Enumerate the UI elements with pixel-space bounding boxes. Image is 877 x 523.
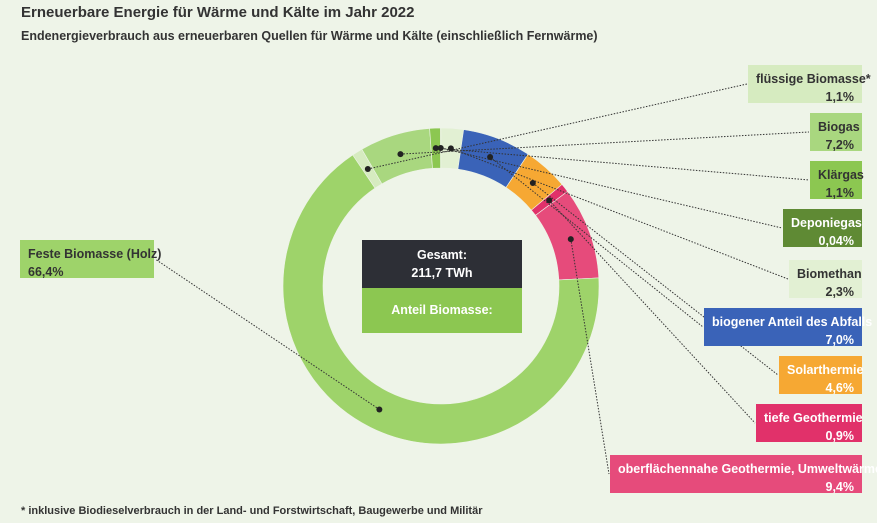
leader-dot-1 xyxy=(397,151,404,158)
label-box-8: oberflächennahe Geothermie, Umweltwärme 9… xyxy=(610,455,877,494)
label-value-0: 1,1% xyxy=(825,90,855,104)
leader-line-0 xyxy=(367,83,748,170)
label-value-2: 1,1% xyxy=(825,186,855,200)
label-value-4: 2,3% xyxy=(825,285,855,299)
label-value-9: 66,4% xyxy=(28,265,64,279)
label-name-3: Deponiegas xyxy=(791,216,862,230)
biomass-share-label: Anteil Biomasse: xyxy=(391,303,493,317)
leader-dot-2 xyxy=(432,145,439,152)
label-name-6: Solarthermie xyxy=(787,363,864,377)
total-label: Gesamt: xyxy=(416,248,468,262)
label-name-2: Klärgas xyxy=(818,168,864,182)
leader-line-8 xyxy=(570,239,610,475)
label-box-6: Solarthermie 4,6% xyxy=(779,356,864,395)
leader-line-2 xyxy=(435,147,810,181)
leader-dot-7 xyxy=(546,197,553,204)
leader-line-1 xyxy=(400,131,810,155)
leader-dot-5 xyxy=(487,154,494,161)
label-name-7: tiefe Geothermie xyxy=(764,411,863,425)
label-box-1: Biogas 7,2% xyxy=(810,113,862,152)
total-value: 211,7 TWh xyxy=(411,266,473,280)
label-name-1: Biogas xyxy=(818,120,860,134)
leader-line-5 xyxy=(489,156,704,328)
label-name-4: Biomethan xyxy=(797,267,862,281)
label-value-3: 0,04% xyxy=(818,234,854,248)
leader-dot-8 xyxy=(567,236,574,243)
leader-line-3 xyxy=(440,147,783,229)
label-box-3: Deponiegas 0,04% xyxy=(783,209,862,248)
label-value-8: 9,4% xyxy=(825,480,855,494)
label-box-0: flüssige Biomasse* 1,1% xyxy=(748,65,871,104)
label-box-4: Biomethan 2,3% xyxy=(789,260,862,299)
label-value-6: 4,6% xyxy=(825,381,855,395)
leader-dot-3 xyxy=(437,145,444,152)
label-value-5: 7,0% xyxy=(825,333,855,347)
total-box: Gesamt: 211,7 TWh xyxy=(362,240,522,288)
leader-line-6 xyxy=(532,182,779,376)
label-box-9: Feste Biomasse (Holz) 66,4% xyxy=(20,240,162,279)
chart-subtitle: Endenergieverbrauch aus erneuerbaren Que… xyxy=(21,29,598,43)
leader-dot-9 xyxy=(376,406,383,413)
leader-dot-4 xyxy=(447,145,454,152)
label-name-5: biogener Anteil des Abfalls xyxy=(712,315,873,329)
slice-9 xyxy=(282,154,600,445)
label-name-0: flüssige Biomasse* xyxy=(756,72,871,86)
label-box-5: biogener Anteil des Abfalls 7,0% xyxy=(704,308,873,347)
leader-dot-0 xyxy=(364,165,371,172)
leader-dot-6 xyxy=(529,179,536,186)
label-name-9: Feste Biomasse (Holz) xyxy=(28,247,162,261)
label-box-7: tiefe Geothermie 0,9% xyxy=(756,404,863,443)
label-name-8: oberflächennahe Geothermie, Umweltwärme xyxy=(618,462,877,476)
footnote: * inklusive Biodieselverbrauch in der La… xyxy=(21,505,483,517)
label-box-2: Klärgas 1,1% xyxy=(810,161,864,200)
label-value-7: 0,9% xyxy=(825,429,855,443)
biomass-share-box: Anteil Biomasse: xyxy=(362,288,522,333)
leader-line-7 xyxy=(548,199,756,424)
leader-line-9 xyxy=(154,258,380,410)
label-value-1: 7,2% xyxy=(825,138,855,152)
chart-title: Erneuerbare Energie für Wärme und Kälte … xyxy=(21,4,415,21)
